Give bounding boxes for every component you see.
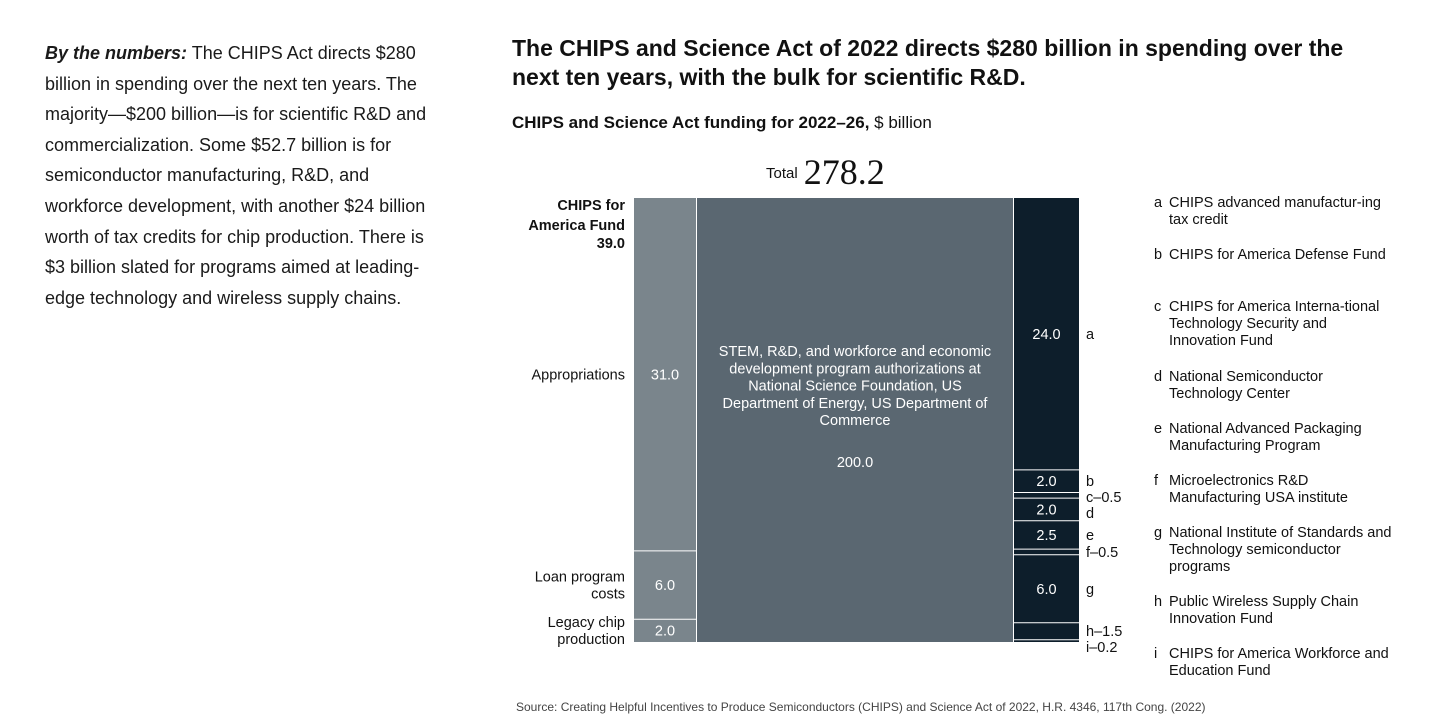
fund-header-value: 39.0 [597, 236, 625, 252]
stem-value-label: 200.0 [837, 455, 873, 471]
fund-header-line1: CHIPS for [557, 198, 625, 214]
fund-bar-1 [634, 550, 696, 620]
legend-key: a [1154, 195, 1163, 211]
fund-value-label: 2.0 [655, 624, 675, 640]
intro-lead: By the numbers: [45, 43, 188, 63]
fund-category-label: Appropriations [532, 367, 626, 383]
legend-key: e [1154, 421, 1163, 437]
other-bar-i [1014, 639, 1079, 642]
other-bar-a [1014, 198, 1079, 470]
fund-header-line2: America Fund [528, 218, 625, 234]
other-value-label: 24.0 [1032, 327, 1060, 343]
fund-bar-0 [634, 198, 696, 551]
intro-paragraph: By the numbers: The CHIPS Act directs $2… [45, 38, 445, 313]
legend-text: CHIPS advanced manufactur-ing tax credit [1169, 195, 1381, 228]
legend-item-h: h Public Wireless Supply Chain Innovation… [1154, 594, 1424, 628]
other-value-label: 2.0 [1036, 474, 1056, 490]
stem-bar-0 [697, 198, 1013, 642]
legend-key: c [1154, 299, 1162, 315]
other-value-label: 2.0 [1036, 502, 1056, 518]
subtitle-unit: $ billion [869, 113, 932, 132]
other-key-label: a [1086, 327, 1095, 343]
legend-item-b: b CHIPS for America Defense Fund [1154, 247, 1424, 264]
chart-subtitle: CHIPS and Science Act funding for 2022–2… [512, 113, 932, 133]
fund-value-label: 6.0 [655, 578, 675, 594]
fund-category-label: production [557, 632, 625, 648]
other-bar-d [1014, 498, 1079, 521]
stem-description-label: Commerce [820, 413, 891, 429]
legend-key: i [1154, 646, 1158, 662]
total-label: Total [766, 165, 798, 182]
legend-text: CHIPS for America Defense Fund [1169, 247, 1386, 263]
legend-item-e: e National Advanced Packaging Manufacturi… [1154, 421, 1424, 455]
other-key-label: g [1086, 582, 1094, 598]
other-bar-g [1014, 554, 1079, 623]
other-key-label: b [1086, 474, 1094, 490]
legend-item-d: d National Semiconductor Technology Cente… [1154, 369, 1424, 403]
stem-description-label: development program authorizations at [729, 361, 980, 377]
other-key-label: f–0.5 [1086, 545, 1118, 561]
other-key-label: e [1086, 528, 1094, 544]
legend-key: b [1154, 247, 1163, 263]
legend-text: National Semiconductor Technology Center [1169, 369, 1323, 402]
other-bar-e [1014, 520, 1079, 550]
legend-key: d [1154, 369, 1163, 385]
legend-text: National Advanced Packaging Manufacturin… [1169, 421, 1362, 454]
legend-item-i: i CHIPS for America Workforce and Educati… [1154, 646, 1424, 680]
legend-text: Microelectronics R&D Manufacturing USA i… [1169, 473, 1348, 506]
legend-text: CHIPS for America Interna-tional Technol… [1169, 299, 1380, 349]
fund-value-label: 31.0 [651, 367, 679, 383]
other-key-label: d [1086, 506, 1094, 522]
legend-item-g: g National Institute of Standards and Tec… [1154, 525, 1424, 576]
source-note: Source: Creating Helpful Incentives to P… [516, 700, 1206, 714]
fund-bar-2 [634, 619, 696, 642]
fund-category-label: Legacy chip [548, 615, 625, 631]
other-bar-c [1014, 492, 1079, 499]
fund-category-label: Loan program [535, 570, 625, 586]
other-value-label: 2.5 [1036, 528, 1056, 544]
total-readout: Total 278.2 [766, 151, 885, 193]
other-bar-f [1014, 549, 1079, 555]
other-bar-b [1014, 469, 1079, 493]
legend-text: CHIPS for America Workforce and Educatio… [1169, 646, 1389, 679]
other-bar-h [1014, 622, 1079, 640]
other-key-label: c–0.5 [1086, 490, 1121, 506]
chart-title: The CHIPS and Science Act of 2022 direct… [512, 35, 1344, 90]
legend-key: h [1154, 594, 1163, 610]
fund-category-label: costs [591, 587, 625, 603]
total-value: 278.2 [803, 152, 885, 192]
stem-description-label: STEM, R&D, and workforce and economic [719, 344, 991, 360]
subtitle-main: CHIPS and Science Act funding for 2022–2… [512, 113, 870, 132]
legend-key: f [1154, 473, 1159, 489]
other-key-label: h–1.5 [1086, 624, 1122, 640]
stem-description-label: National Science Foundation, US [748, 379, 962, 395]
legend-item-c: c CHIPS for America Interna-tional Techno… [1154, 299, 1424, 350]
legend-text: National Institute of Standards and Tech… [1169, 525, 1392, 575]
intro-body: The CHIPS Act directs $280 billion in sp… [45, 43, 427, 308]
legend-key: g [1154, 525, 1163, 541]
stem-description-label: Department of Energy, US Department of [723, 396, 989, 412]
legend-item-a: a CHIPS advanced manufactur-ing tax credi… [1154, 195, 1424, 229]
legend-item-f: f Microelectronics R&D Manufacturing USA … [1154, 473, 1424, 507]
other-key-label: i–0.2 [1086, 640, 1117, 656]
legend-text: Public Wireless Supply Chain Innovation … [1169, 594, 1359, 627]
other-value-label: 6.0 [1036, 582, 1056, 598]
